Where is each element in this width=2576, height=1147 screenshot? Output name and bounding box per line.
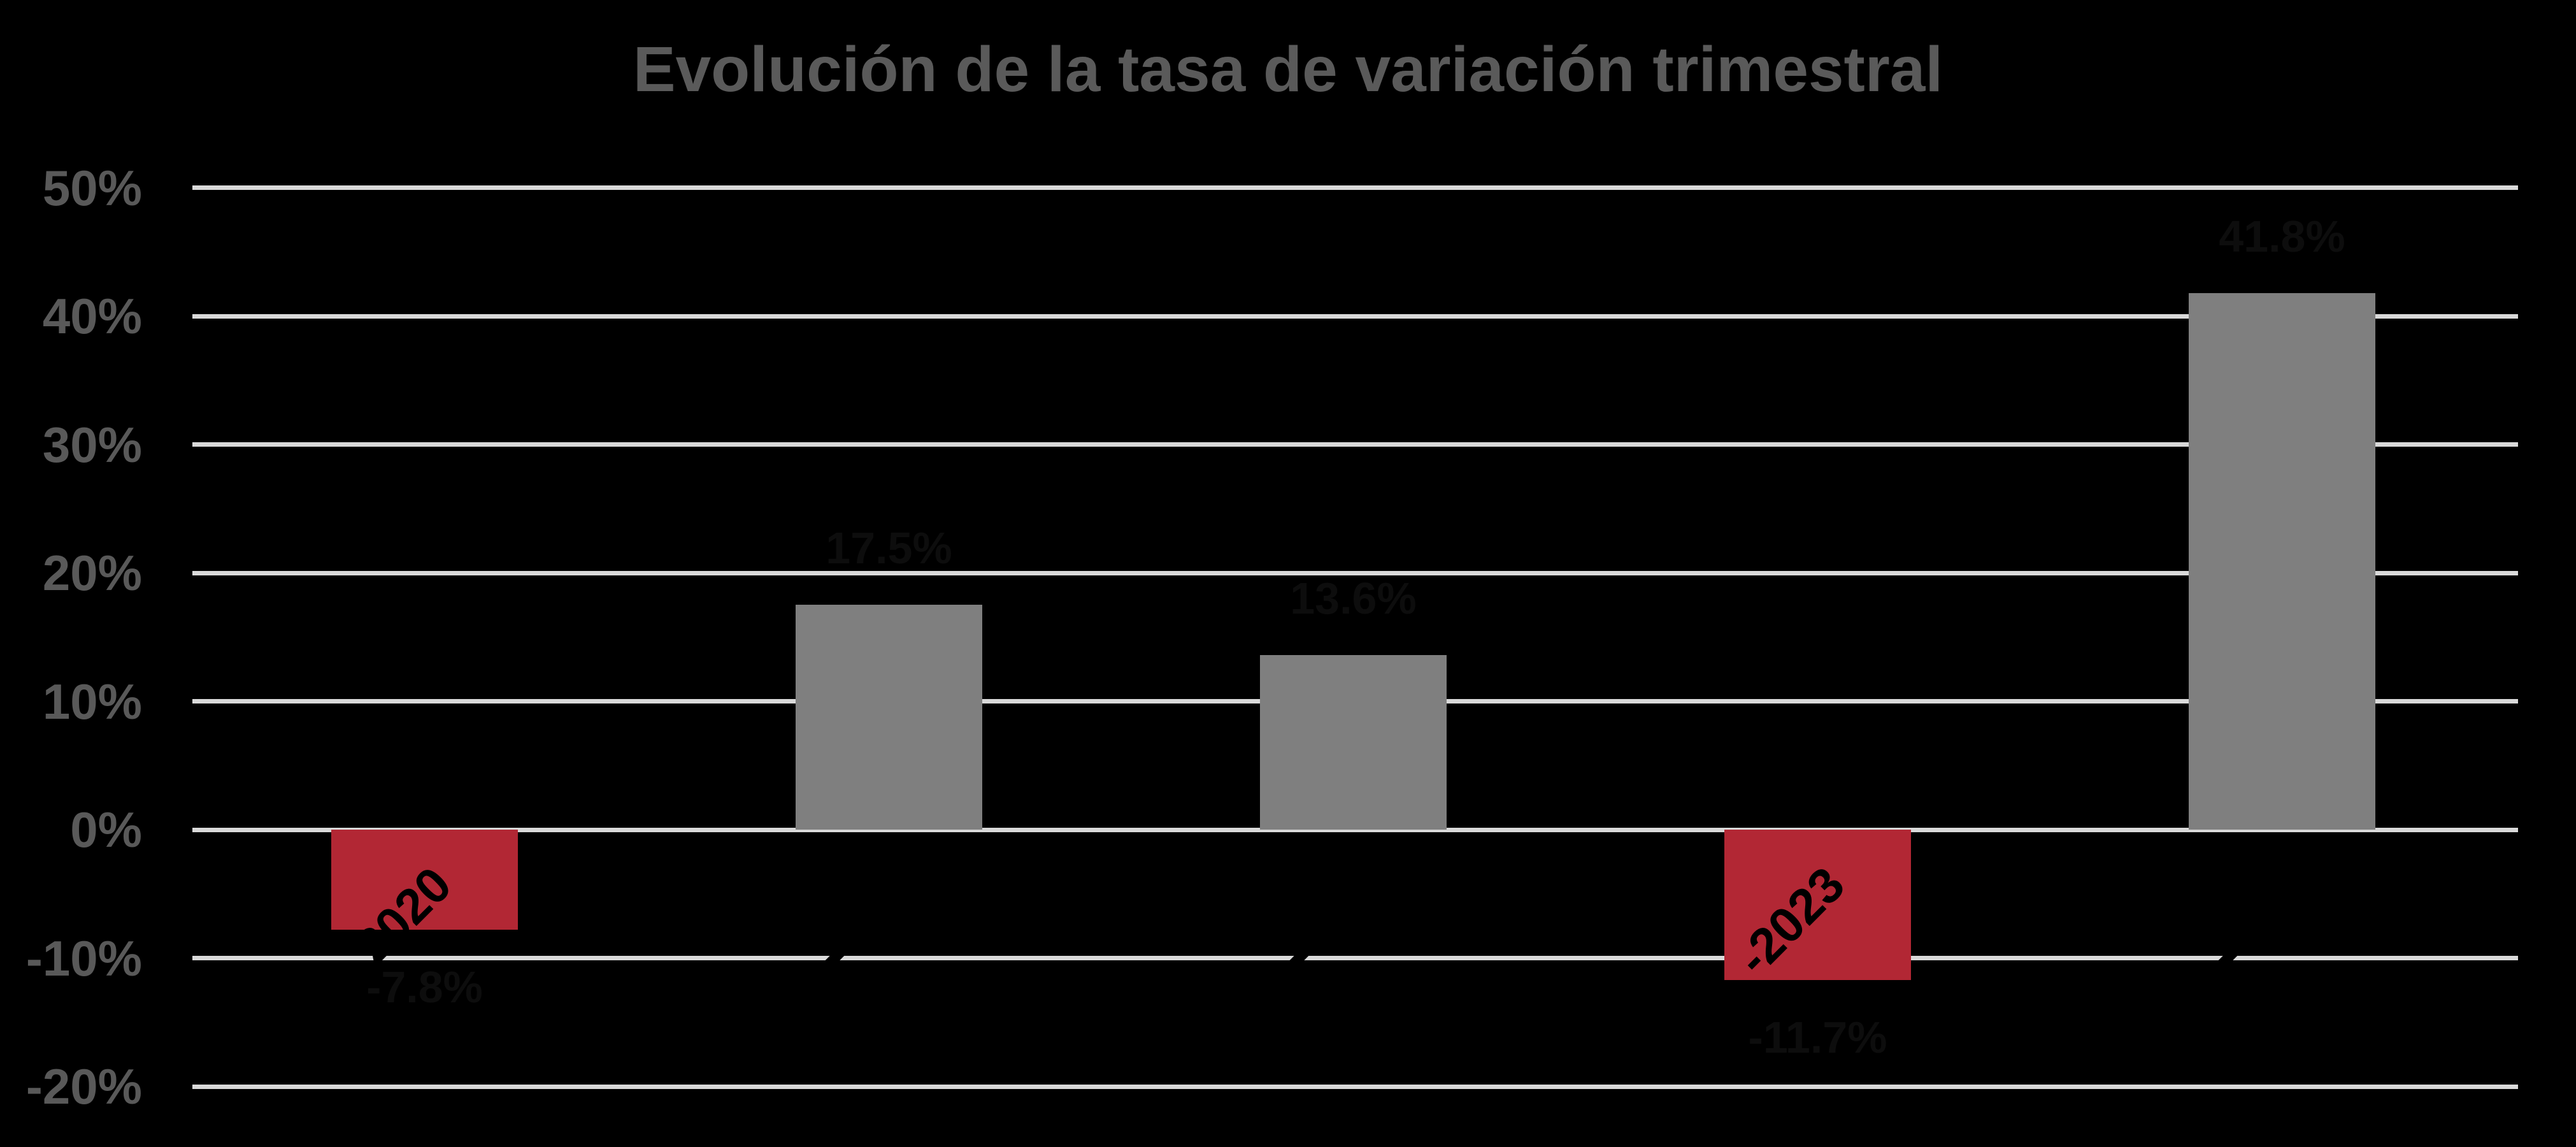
gridline [192, 185, 2518, 190]
bar-value-label: 13.6% [1290, 573, 1417, 623]
y-tick-label: 30% [42, 416, 142, 473]
y-tick-label: 50% [42, 159, 142, 216]
bar-value-label: 17.5% [826, 523, 952, 574]
chart-title: Evolución de la tasa de variación trimes… [633, 34, 1943, 105]
bar [1724, 830, 1911, 980]
y-tick-label: -10% [25, 930, 142, 986]
gridline [192, 1084, 2518, 1089]
bar-value-label: -11.7% [1748, 1012, 1887, 1062]
gridline [192, 442, 2518, 447]
gridline [192, 827, 2518, 832]
gridline [192, 314, 2518, 319]
bar-value-label: 41.8% [2219, 211, 2345, 261]
y-tick-label: 0% [70, 802, 142, 858]
y-tick-label: 10% [42, 673, 142, 730]
y-tick-label: 20% [42, 545, 142, 601]
bar [1260, 654, 1447, 830]
bar [796, 605, 982, 830]
bar-value-label: -7.8% [366, 962, 483, 1013]
bar [331, 830, 518, 930]
gridline [192, 570, 2518, 575]
gridline [192, 956, 2518, 960]
y-tick-label: 40% [42, 288, 142, 344]
y-tick-label: -20% [25, 1058, 142, 1115]
bar [2189, 292, 2375, 830]
